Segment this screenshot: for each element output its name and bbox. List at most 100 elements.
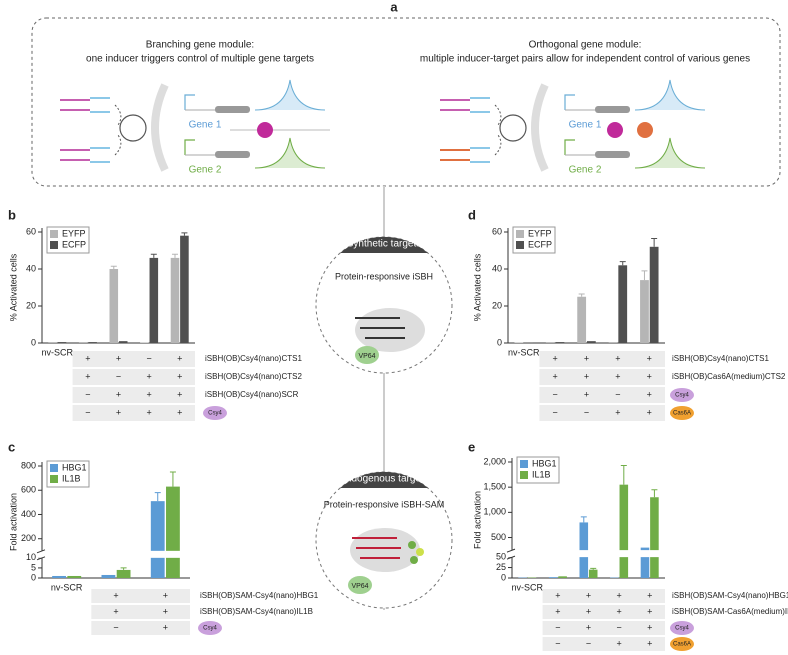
bar <box>545 342 555 343</box>
gene-label: Gene 2 <box>189 165 222 176</box>
error-bar <box>120 567 127 570</box>
legend-label: IL1B <box>532 469 551 479</box>
row-label: Cas6A <box>673 642 691 648</box>
table-cell: + <box>586 590 591 600</box>
panel-label: b <box>8 207 16 222</box>
legend-swatch <box>50 464 58 472</box>
table-row <box>72 369 195 385</box>
legend-label: EYFP <box>62 228 86 238</box>
legend-swatch <box>520 460 528 468</box>
x-tick-label: nv-SCR <box>508 347 540 357</box>
bar <box>618 265 628 343</box>
table-cell: + <box>616 590 621 600</box>
center-top <box>315 236 453 374</box>
error-bar <box>651 489 658 498</box>
legend-swatch <box>50 241 58 249</box>
table-cell: − <box>615 389 620 399</box>
bar <box>109 269 119 343</box>
bar <box>48 342 57 343</box>
y-tick-label: 20 <box>492 300 502 310</box>
table-row <box>542 589 665 603</box>
module-title: Orthogonal gene module: <box>529 40 642 51</box>
y-tick-label: 40 <box>492 263 502 273</box>
table-cell: − <box>552 407 557 417</box>
table-cell: − <box>555 622 560 632</box>
axis-break <box>36 550 192 558</box>
bar <box>140 342 149 343</box>
branching-diagram <box>60 79 330 172</box>
y-tick-label: 200 <box>21 533 36 543</box>
bar <box>118 341 128 343</box>
y-tick-label: 60 <box>492 226 502 236</box>
error-bar <box>651 237 658 247</box>
row-label: Csy4 <box>675 393 689 399</box>
protein-icon <box>670 621 694 635</box>
table-cell: + <box>584 371 589 381</box>
break-mark <box>36 549 46 561</box>
row-label: Csy4 <box>208 411 222 417</box>
row-label: iSBH(OB)Csy4(nano)CTS1 <box>672 354 769 363</box>
bar <box>619 484 629 578</box>
table-cell: + <box>647 389 652 399</box>
legend-box <box>46 460 90 488</box>
error-bar <box>110 265 117 269</box>
bar <box>116 569 131 578</box>
table-cell: + <box>647 622 652 632</box>
table-cell: + <box>116 407 121 417</box>
legend-swatch <box>516 241 524 249</box>
error-bar <box>580 516 587 523</box>
row-label: Csy4 <box>203 626 217 632</box>
protein-icon <box>203 406 227 420</box>
x-tick-label: nv-SCR <box>51 582 83 592</box>
center-header: Synthetic targets <box>347 239 421 250</box>
row-label: iSBH(OB)SAM-Csy4(nano)IL1B <box>200 607 313 616</box>
table-cell: + <box>85 371 90 381</box>
error-bar <box>181 232 188 236</box>
axis-break <box>506 550 667 558</box>
break-mark <box>506 548 516 560</box>
bar <box>52 575 66 578</box>
y-tick-label: 0 <box>501 572 506 582</box>
y-tick-label: 60 <box>26 226 36 236</box>
error-bar <box>641 270 648 281</box>
row-label: Cas6A <box>673 411 691 417</box>
table-cell: − <box>616 622 621 632</box>
y-tick-label: 5 <box>31 562 36 572</box>
table-row <box>542 637 665 651</box>
table-cell: + <box>647 590 652 600</box>
panel-label: e <box>468 439 475 454</box>
error-bar <box>150 253 157 258</box>
bar <box>650 497 659 578</box>
table-cell: + <box>584 389 589 399</box>
y-tick-label: 800 <box>21 460 36 470</box>
bar <box>588 569 598 578</box>
y-tick-label: 2,000 <box>483 456 506 466</box>
legend-label: HBG1 <box>532 458 557 468</box>
x-tick-label: nv-SCR <box>512 582 544 592</box>
table-cell: + <box>163 590 168 600</box>
center-header: Endogenous targets <box>339 474 429 485</box>
y-tick-label: 0 <box>31 337 36 347</box>
table-cell: + <box>555 606 560 616</box>
table-cell: + <box>116 389 121 399</box>
table-cell: − <box>555 638 560 648</box>
bar <box>524 342 533 343</box>
table-row <box>542 605 665 619</box>
table-row <box>72 387 195 403</box>
table-cell: − <box>85 389 90 399</box>
y-tick-label: 50 <box>496 551 506 561</box>
bar <box>88 342 97 343</box>
row-label: iSBH(OB)Csy4(nano)SCR <box>205 390 299 399</box>
table-cell: + <box>146 407 151 417</box>
table-row <box>91 605 190 619</box>
table-cell: + <box>177 353 182 363</box>
y-axis-title: Fold activation <box>472 491 482 549</box>
table-cell: + <box>146 371 151 381</box>
panel-label: a <box>390 0 398 14</box>
table-cell: − <box>116 371 121 381</box>
legend-label: EYFP <box>528 228 552 238</box>
table-cell: + <box>552 371 557 381</box>
protein-icon <box>198 621 222 635</box>
table-cell: + <box>647 638 652 648</box>
